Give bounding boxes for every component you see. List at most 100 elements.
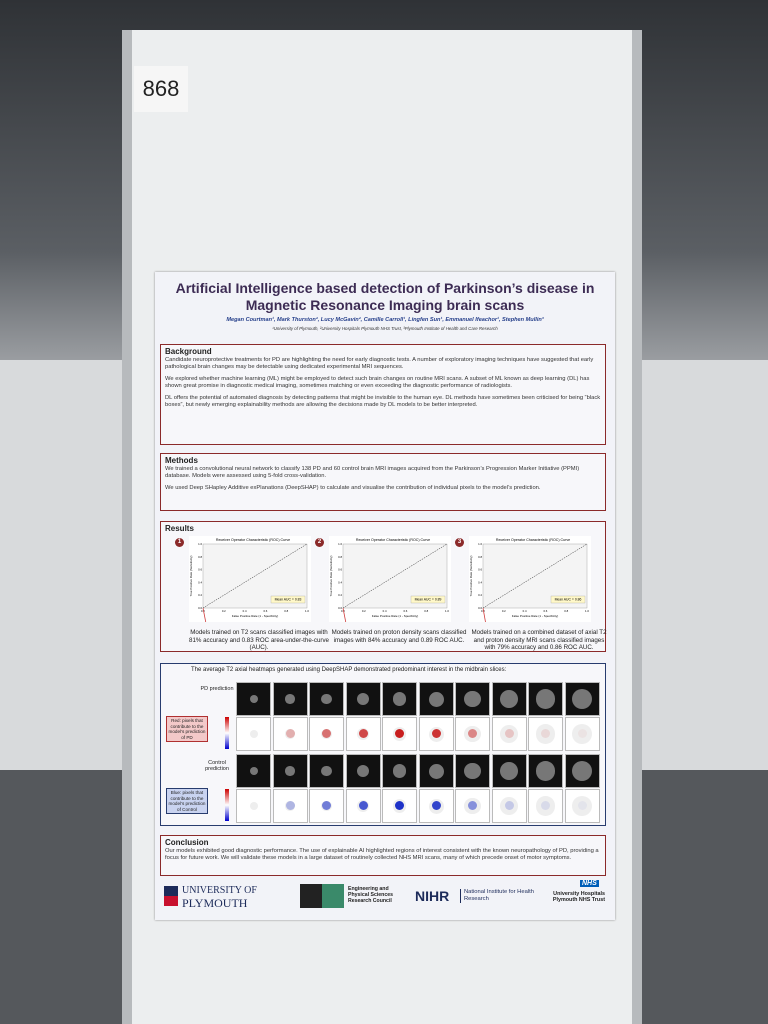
paragraph: We explored whether machine learning (ML…: [165, 376, 590, 389]
heatmap-tile: [236, 789, 271, 823]
chance-line: [482, 543, 588, 609]
x-tick-label: 0.8: [284, 609, 288, 613]
mri-slice: [382, 754, 417, 788]
brain: [321, 765, 332, 777]
y-tick-label: 1.0: [198, 542, 202, 546]
contribution-blob: [285, 729, 295, 738]
heatmap-tile: [455, 789, 490, 823]
x-tick-label: 0.4: [243, 609, 247, 613]
brain-outline: [571, 795, 593, 817]
mri-slice: [528, 682, 563, 716]
brain: [535, 761, 556, 781]
heatmap-tile: [272, 789, 308, 823]
contribution-blob: [577, 801, 587, 810]
paragraph: Our models exhibited good diagnostic per…: [165, 848, 599, 861]
contribution-blob: [431, 801, 441, 810]
paragraph: Candidate neuroprotective treatments for…: [165, 357, 594, 370]
heatmap-tile: [564, 717, 600, 751]
x-tick-label: 0.2: [362, 609, 366, 613]
contribution-blob: [322, 801, 331, 810]
x-tick-label: 0.2: [502, 609, 506, 613]
chart-title: Receiver Operator Characteristic (ROC) C…: [496, 538, 570, 542]
epsrc-logo: Engineering and Physical Sciences Resear…: [348, 886, 393, 905]
result-caption: Models trained on a combined dataset of …: [471, 629, 607, 652]
y-tick-label: 0.4: [338, 580, 342, 584]
mri-slice: [418, 682, 454, 716]
brain: [249, 695, 258, 703]
brain: [321, 693, 332, 705]
brain: [464, 762, 481, 780]
x-tick-label: 0.4: [523, 609, 527, 613]
result-caption: Models trained on proton density scans c…: [331, 629, 467, 644]
mri-slice: [345, 754, 381, 788]
poster-title: Artificial Intelligence based detection …: [175, 280, 595, 313]
nhs-logo: NHS: [580, 880, 599, 887]
y-tick-label: 1.0: [478, 542, 482, 546]
contribution-blob: [285, 801, 295, 810]
brain: [500, 762, 518, 780]
section-heading: Results: [165, 524, 194, 533]
brain: [356, 692, 370, 706]
brain: [249, 767, 258, 775]
paragraph: DL offers the potential of automated dia…: [165, 395, 601, 408]
result-panel: 1 Receiver Operator Characteristic (ROC) …: [175, 536, 329, 673]
auc-box: [410, 595, 446, 604]
contribution-blob: [468, 729, 477, 738]
row-label: Control prediction: [205, 760, 229, 772]
chance-line: [202, 543, 308, 609]
red-key: Red: pixels that contribute to the model…: [166, 716, 208, 743]
contribution-blob: [395, 801, 404, 810]
section-heading: Background: [165, 347, 212, 356]
methods-section: Methods We trained a convolutional neura…: [160, 453, 606, 511]
auc-label: Mean AUC = 0.86: [555, 598, 582, 602]
y-tick-label: 0.2: [338, 593, 342, 597]
heatmap-tile: [345, 789, 381, 823]
heatmap-tile: [309, 717, 344, 751]
brain: [392, 692, 407, 706]
roc-chart: Receiver Operator Characteristic (ROC) C…: [329, 536, 451, 673]
x-tick-label: 1.0: [445, 609, 449, 613]
heatmap-tile: [382, 717, 417, 751]
mri-slice: [528, 754, 563, 788]
brain-outline: [535, 796, 556, 816]
poster: Artificial Intelligence based detection …: [155, 272, 615, 920]
mri-slice: [455, 754, 490, 788]
brain-outline: [249, 802, 258, 810]
y-tick-label: 0.4: [478, 580, 482, 584]
chance-line: [342, 543, 448, 609]
auc-label: Mean AUC = 0.89: [415, 598, 442, 602]
heatmap-section: The average T2 axial heatmaps generated …: [160, 663, 606, 826]
y-tick-label: 0.0: [478, 606, 482, 610]
x-tick-label: 0.6: [403, 609, 407, 613]
roc-chart: Receiver Operator Characteristic (ROC) C…: [189, 536, 311, 673]
mri-slice: [418, 754, 454, 788]
x-tick-label: 0.4: [383, 609, 387, 613]
auc-label: Mean AUC = 0.83: [275, 598, 302, 602]
mri-slice: [272, 754, 308, 788]
y-tick-label: 0.8: [198, 555, 202, 559]
mri-slice: [309, 682, 344, 716]
heatmap-tile: [309, 789, 344, 823]
board-number: 868: [134, 66, 188, 112]
panel-number: 3: [455, 538, 464, 547]
mri-slice: [564, 754, 600, 788]
uhp-logo: University Hospitals Plymouth NHS Trust: [552, 891, 605, 904]
brain-outline: [500, 725, 518, 743]
auc-box: [550, 595, 586, 604]
x-axis-label: False Positive Rate (1 - Specificity): [512, 614, 559, 618]
brain-outline: [285, 729, 295, 739]
conclusion-section: Conclusion Our models exhibited good dia…: [160, 835, 606, 876]
brain-outline: [500, 797, 518, 815]
blue-key: Blue: pixels that contribute to the mode…: [166, 788, 208, 815]
authors: Megan Courtman¹, Mark Thurston², Lucy Mc…: [226, 317, 544, 323]
mri-slice: [455, 682, 490, 716]
y-tick-label: 0.0: [198, 606, 202, 610]
result-panel: 2 Receiver Operator Characteristic (ROC) …: [315, 536, 469, 673]
plymouth-logo: PLYMOUTH: [182, 896, 248, 910]
brain: [285, 766, 295, 776]
y-tick-label: 0.8: [338, 555, 342, 559]
y-axis-label: True Positive Rate (Sensitivity): [329, 556, 333, 597]
panel-number: 2: [315, 538, 324, 547]
x-tick-label: 0.6: [543, 609, 547, 613]
brain: [428, 763, 444, 779]
